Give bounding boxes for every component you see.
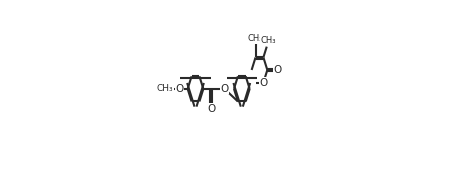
Text: O: O <box>274 65 282 75</box>
Text: O: O <box>259 78 267 88</box>
Text: O: O <box>220 84 229 94</box>
Text: CH₃: CH₃ <box>248 34 263 43</box>
Text: O: O <box>207 104 215 114</box>
Text: CH₃: CH₃ <box>261 36 276 45</box>
Text: CH₃: CH₃ <box>157 84 174 93</box>
Text: O: O <box>176 84 184 94</box>
